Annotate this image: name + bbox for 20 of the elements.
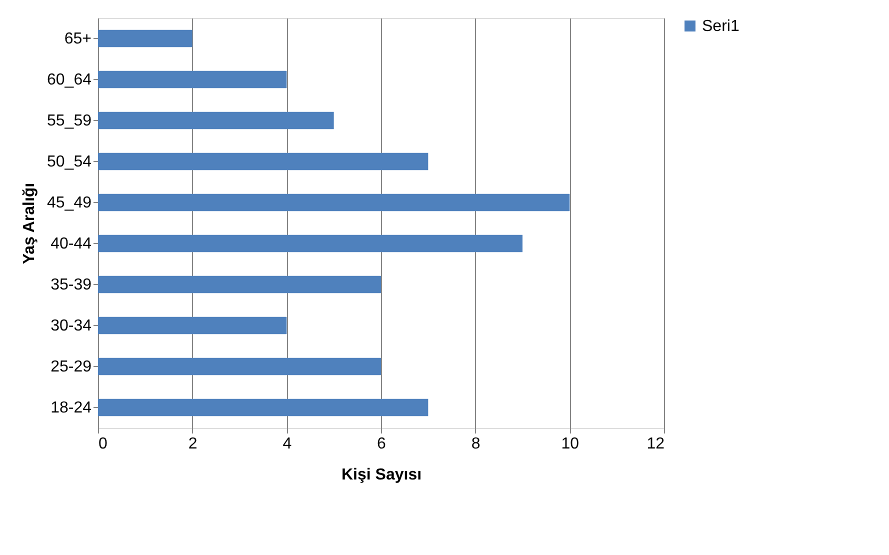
- x-tick-label: 6: [377, 436, 386, 452]
- x-tick-label: 10: [561, 436, 580, 452]
- y-tick-label: 40-44: [50, 236, 92, 252]
- x-axis-title: Kişi Sayısı: [341, 466, 422, 484]
- x-tick-label: 12: [646, 436, 665, 452]
- y-axis-title: Yaş Aralığı: [21, 182, 38, 264]
- y-tick-label: 30-34: [50, 318, 92, 334]
- y-tick-label: 55_59: [47, 112, 92, 130]
- x-tick-label: 0: [98, 436, 108, 452]
- legend-label: Seri1: [702, 18, 740, 35]
- y-tick-label: 35-39: [50, 276, 92, 294]
- y-tick-label: 25-29: [50, 358, 92, 376]
- y-tick-label: 45_49: [47, 194, 92, 212]
- y-tick-label: 18-24: [50, 400, 92, 416]
- x-tick-label: 8: [471, 436, 480, 452]
- x-tick-label: 4: [282, 436, 292, 452]
- y-tick-label: 50_54: [47, 154, 92, 170]
- x-tick-label: 2: [188, 436, 198, 452]
- y-tick-label: 65+: [64, 30, 92, 48]
- y-tick-label: 60_64: [47, 72, 92, 88]
